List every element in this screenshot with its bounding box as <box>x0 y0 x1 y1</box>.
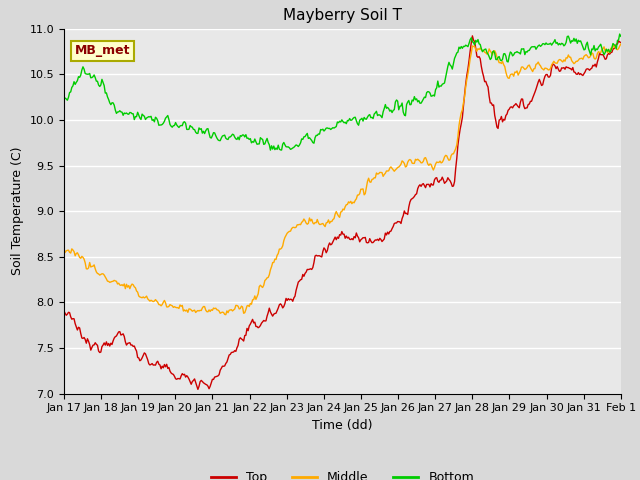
Bottom <box>518 46 525 52</box>
Middle <box>222 312 230 318</box>
Bottom <box>267 147 275 153</box>
Top <box>617 39 625 45</box>
Middle <box>329 216 337 222</box>
Middle <box>518 64 525 70</box>
Y-axis label: Soil Temperature (C): Soil Temperature (C) <box>11 147 24 276</box>
Bottom <box>393 97 401 103</box>
Bottom <box>605 47 612 52</box>
Line: Top: Top <box>64 36 621 389</box>
Middle <box>617 41 625 47</box>
Top <box>326 240 333 246</box>
X-axis label: Time (dd): Time (dd) <box>312 419 372 432</box>
Bottom <box>617 34 625 39</box>
Top <box>606 51 614 57</box>
Top <box>329 239 337 245</box>
Title: Mayberry Soil T: Mayberry Soil T <box>283 9 402 24</box>
Top <box>194 386 202 392</box>
Top <box>393 220 401 226</box>
Bottom <box>329 125 337 131</box>
Bottom <box>60 95 68 100</box>
Line: Bottom: Bottom <box>64 34 621 150</box>
Middle <box>393 166 401 172</box>
Top <box>519 96 527 102</box>
Text: MB_met: MB_met <box>75 44 131 57</box>
Top <box>468 33 476 39</box>
Bottom <box>362 116 370 122</box>
Bottom <box>326 125 333 131</box>
Line: Middle: Middle <box>64 44 621 315</box>
Middle <box>362 185 370 191</box>
Middle <box>326 220 333 226</box>
Middle <box>60 246 68 252</box>
Bottom <box>616 31 623 37</box>
Legend: Top, Middle, Bottom: Top, Middle, Bottom <box>205 467 479 480</box>
Top <box>362 240 370 245</box>
Top <box>60 308 68 314</box>
Middle <box>605 48 612 54</box>
